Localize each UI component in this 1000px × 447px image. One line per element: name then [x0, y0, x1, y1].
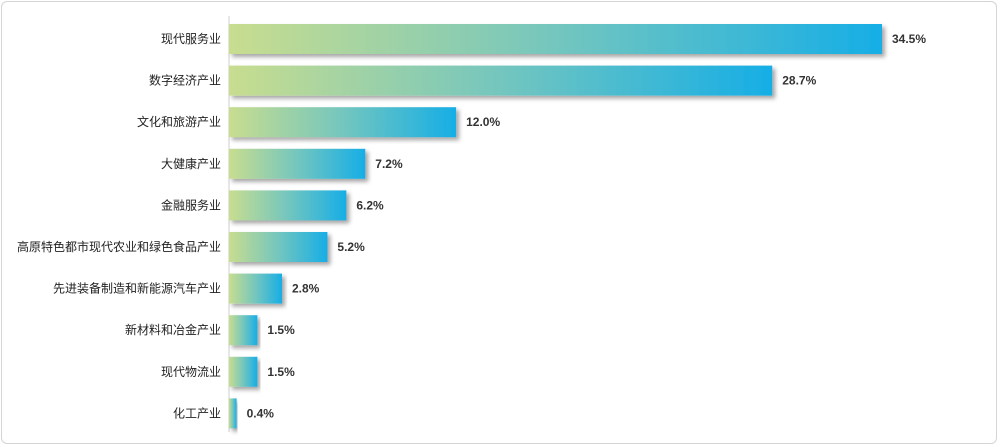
bar — [229, 232, 328, 262]
value-label: 5.2% — [337, 240, 365, 254]
value-label: 28.7% — [782, 74, 816, 88]
category-label: 先进装备制造和新能源汽车产业 — [53, 281, 221, 296]
value-label: 1.5% — [267, 323, 295, 337]
bar — [229, 107, 457, 138]
category-label: 高原特色都市现代农业和绿色食品产业 — [17, 239, 221, 254]
bars-group: 现代服务业 34.5% 数字经济产业 28.7% 文化和旅游产业 12.0% 大健康产业 7.… — [17, 24, 926, 429]
bar — [229, 24, 882, 54]
value-label: 2.8% — [292, 282, 320, 296]
bar — [229, 148, 366, 179]
bar — [229, 398, 237, 429]
value-label: 12.0% — [466, 115, 500, 129]
category-label: 新材料和冶金产业 — [125, 322, 221, 337]
value-label: 6.2% — [356, 198, 384, 212]
bar — [229, 190, 347, 221]
category-label: 大健康产业 — [161, 156, 221, 171]
value-label: 0.4% — [247, 406, 275, 420]
bar — [229, 65, 773, 96]
category-label: 化工产业 — [173, 406, 221, 420]
category-label: 现代服务业 — [161, 31, 221, 46]
value-label: 7.2% — [375, 157, 403, 171]
category-label: 金融服务业 — [161, 197, 221, 212]
category-label: 现代物流业 — [161, 365, 221, 379]
value-label: 34.5% — [892, 32, 926, 46]
value-label: 1.5% — [267, 365, 295, 379]
category-label: 文化和旅游产业 — [137, 114, 221, 129]
bar — [229, 356, 258, 387]
bar — [229, 273, 282, 304]
category-label: 数字经济产业 — [149, 73, 221, 88]
bar — [229, 315, 258, 346]
